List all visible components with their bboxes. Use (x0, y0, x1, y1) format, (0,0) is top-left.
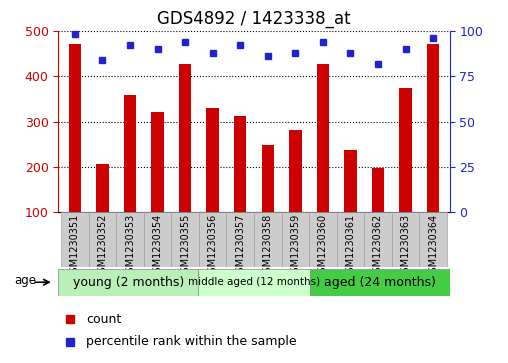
Text: GSM1230357: GSM1230357 (235, 213, 245, 279)
Text: GSM1230362: GSM1230362 (373, 213, 383, 279)
Text: GSM1230354: GSM1230354 (152, 213, 163, 279)
Bar (419, 212, 447, 267)
Bar (364, 212, 392, 267)
Text: GSM1230353: GSM1230353 (125, 213, 135, 279)
Bar (179, 64, 192, 212)
Bar (227, 212, 254, 267)
Bar (199, 212, 227, 267)
Text: count: count (86, 313, 121, 326)
Bar (206, 108, 219, 212)
Text: GSM1230356: GSM1230356 (208, 213, 218, 279)
Text: GSM1230352: GSM1230352 (98, 213, 108, 279)
Text: GSM1230359: GSM1230359 (290, 213, 300, 279)
Text: middle aged (12 months): middle aged (12 months) (188, 277, 320, 287)
Bar (89, 212, 116, 267)
Bar (337, 212, 364, 267)
Text: percentile rank within the sample: percentile rank within the sample (86, 335, 297, 348)
Bar (171, 212, 199, 267)
Bar (151, 112, 164, 212)
Bar (262, 145, 274, 212)
Bar (392, 212, 419, 267)
Text: GSM1230363: GSM1230363 (400, 213, 410, 278)
Bar (316, 64, 329, 212)
Text: GSM1230360: GSM1230360 (318, 213, 328, 278)
Bar (124, 95, 136, 212)
Bar (234, 116, 246, 212)
Bar (427, 44, 439, 212)
Text: aged (24 months): aged (24 months) (324, 276, 436, 289)
Text: GSM1230355: GSM1230355 (180, 213, 190, 279)
Text: young (2 months): young (2 months) (73, 276, 184, 289)
Bar (399, 87, 411, 212)
Text: GSM1230364: GSM1230364 (428, 213, 438, 278)
Bar (97, 164, 109, 212)
Bar (289, 130, 302, 212)
Text: GSM1230351: GSM1230351 (70, 213, 80, 279)
Bar (281, 212, 309, 267)
Title: GDS4892 / 1423338_at: GDS4892 / 1423338_at (157, 10, 351, 28)
Bar (254, 212, 281, 267)
Bar (310, 269, 450, 296)
Text: age: age (15, 274, 37, 287)
Bar (344, 150, 357, 212)
Bar (116, 212, 144, 267)
Bar (198, 269, 310, 296)
Bar (69, 44, 81, 212)
Text: GSM1230361: GSM1230361 (345, 213, 356, 278)
Bar (61, 212, 89, 267)
Bar (144, 212, 171, 267)
Text: GSM1230358: GSM1230358 (263, 213, 273, 279)
Bar (372, 168, 384, 212)
Bar (58, 269, 198, 296)
Bar (309, 212, 337, 267)
